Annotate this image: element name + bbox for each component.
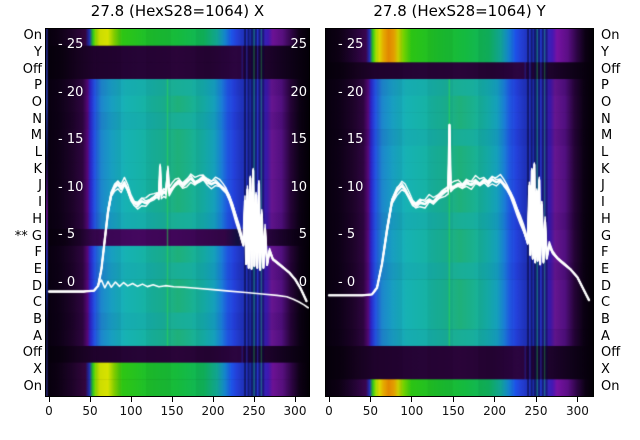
channel-label: C — [601, 295, 611, 311]
channel-label: X — [601, 361, 610, 377]
y-tick-label-inner: - 5 — [338, 227, 356, 243]
x-tick-label: 300 — [565, 404, 589, 418]
channel-label: Off — [22, 345, 42, 361]
channel-label: M — [30, 128, 42, 144]
x-tick-label: 100 — [119, 404, 143, 418]
channel-label: J — [38, 178, 42, 194]
x-tick-mark — [535, 397, 537, 402]
channel-label: H — [32, 211, 42, 227]
x-tick-label: 200 — [201, 404, 225, 418]
heatmap-panel-y — [325, 28, 594, 397]
x-tick-label: 250 — [524, 404, 548, 418]
x-tick-label: 300 — [283, 404, 307, 418]
y-tick-label-inner: - 25 — [58, 37, 84, 52]
x-tick-label: 150 — [160, 404, 184, 418]
channel-label: L — [601, 145, 609, 161]
x-tick-label: 250 — [242, 404, 266, 418]
heatmap-panel-x — [45, 28, 310, 397]
channel-label: B — [601, 311, 610, 327]
x-tick-mark — [576, 397, 578, 402]
x-tick-mark — [294, 397, 296, 402]
x-tick-mark — [452, 397, 454, 402]
y-tick-label-inner: - 20 — [338, 84, 364, 100]
x-tick-label: 150 — [441, 404, 465, 418]
x-tick-label: 50 — [362, 404, 379, 418]
channel-label: ** G — [14, 228, 42, 244]
channel-label: A — [33, 328, 42, 344]
channel-label: X — [33, 361, 42, 377]
channel-label: Off — [22, 61, 42, 77]
y-tick-label-right: 20 — [290, 84, 307, 100]
channel-label: On — [601, 28, 620, 44]
channel-label: O — [601, 95, 612, 111]
x-tick-label: 200 — [483, 404, 507, 418]
channel-label: G — [601, 228, 612, 244]
x-tick-mark — [369, 397, 371, 402]
x-tick-mark — [253, 397, 255, 402]
channel-label: I — [38, 195, 42, 211]
channel-label: I — [601, 195, 605, 211]
y-tick-label-right: 25 — [290, 37, 307, 52]
y-tick-label-inner: - 0 — [338, 275, 356, 290]
channel-label: Y — [34, 45, 42, 61]
y-tick-label-inner: - 0 — [58, 275, 76, 290]
plot-title-x: 27.8 (HexS28=1064) X — [90, 2, 265, 20]
channel-label: D — [31, 278, 42, 294]
channel-label: F — [601, 245, 609, 261]
plot-title-y: 27.8 (HexS28=1064) Y — [373, 2, 546, 20]
channel-label: K — [601, 161, 610, 177]
channel-label: Off — [601, 345, 621, 361]
y-tick-label-right: 0 — [298, 275, 307, 290]
x-tick-mark — [89, 397, 91, 402]
channel-label: On — [601, 378, 620, 394]
channel-label: P — [34, 78, 42, 94]
channel-label: H — [601, 211, 611, 227]
y-tick-label-inner: - 15 — [338, 132, 364, 148]
heatmap-canvas-y — [326, 29, 593, 396]
x-tick-mark — [212, 397, 214, 402]
channel-label: E — [601, 261, 610, 277]
channel-label: C — [32, 295, 42, 311]
channel-label: J — [601, 178, 605, 194]
y-tick-label-right: 5 — [298, 227, 307, 243]
x-tick-mark — [130, 397, 132, 402]
x-tick-label: 0 — [325, 404, 333, 418]
x-tick-mark — [48, 397, 50, 402]
x-tick-mark — [494, 397, 496, 402]
channel-label: Off — [601, 61, 621, 77]
channel-label: E — [33, 261, 42, 277]
x-tick-mark — [171, 397, 173, 402]
channel-label: D — [601, 278, 612, 294]
channel-label: A — [601, 328, 610, 344]
channel-label: Y — [601, 45, 609, 61]
channel-label: L — [34, 145, 42, 161]
y-tick-label-inner: - 25 — [338, 37, 364, 52]
y-tick-label-inner: - 10 — [58, 179, 84, 195]
channel-label: N — [32, 111, 42, 127]
x-tick-mark — [328, 397, 330, 402]
x-tick-label: 50 — [82, 404, 98, 418]
y-tick-label-inner: - 15 — [58, 132, 84, 148]
channel-label: P — [601, 78, 609, 94]
y-tick-label-inner: - 20 — [58, 84, 84, 100]
y-tick-label-right: 10 — [290, 179, 307, 195]
x-tick-mark — [411, 397, 413, 402]
x-tick-label: 0 — [45, 404, 53, 418]
x-tick-label: 100 — [400, 404, 424, 418]
y-tick-label-inner: - 10 — [338, 179, 364, 195]
channel-label: M — [601, 128, 613, 144]
channel-label: N — [601, 111, 611, 127]
channel-label: K — [33, 161, 42, 177]
y-tick-label-inner: - 5 — [58, 227, 76, 243]
y-tick-label-right: 15 — [290, 132, 307, 148]
channel-label: O — [31, 95, 42, 111]
channel-label: On — [23, 28, 42, 44]
channel-label: B — [33, 311, 42, 327]
heatmap-canvas-x — [46, 29, 309, 396]
channel-label: F — [34, 245, 42, 261]
channel-label: On — [23, 378, 42, 394]
